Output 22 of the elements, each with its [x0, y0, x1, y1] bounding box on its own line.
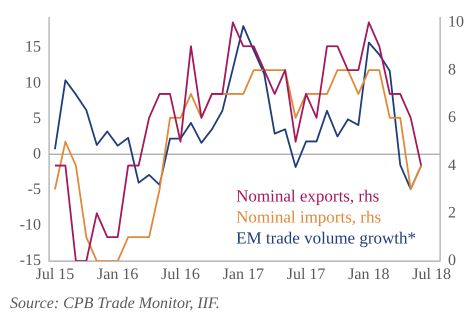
- y2-tick-label: 2: [448, 204, 456, 222]
- x-tick-label: Jul 17: [286, 266, 326, 283]
- y-tick-label: 10: [25, 74, 41, 92]
- y2-tick-label: 10: [448, 14, 464, 31]
- source-note: Source: CPB Trade Monitor, IIF.: [10, 295, 220, 312]
- y-tick-label: 15: [25, 38, 41, 56]
- y-tick-label: -10: [20, 216, 41, 234]
- y-tick-label: 5: [33, 110, 41, 127]
- y-tick-label: -5: [28, 181, 41, 198]
- text: EM trade volume growth*: [236, 228, 416, 248]
- x-tick-label: Jan 17: [222, 266, 264, 283]
- x-tick-label: Jul 16: [161, 266, 200, 283]
- x-tick-label: Jan 16: [97, 266, 138, 283]
- y2-tick-label: 0: [448, 252, 456, 270]
- x-tick-label: Jan 18: [348, 266, 390, 283]
- y2-tick-label: 4: [448, 156, 456, 174]
- text: Nominal imports, rhs: [236, 207, 382, 226]
- y-tick-label: 0: [33, 145, 41, 162]
- text: Nominal exports, rhs: [236, 186, 380, 206]
- x-tick-label: Jul 18: [412, 266, 451, 283]
- y2-tick-label: 8: [448, 61, 456, 78]
- y2-tick-label: 6: [448, 109, 456, 126]
